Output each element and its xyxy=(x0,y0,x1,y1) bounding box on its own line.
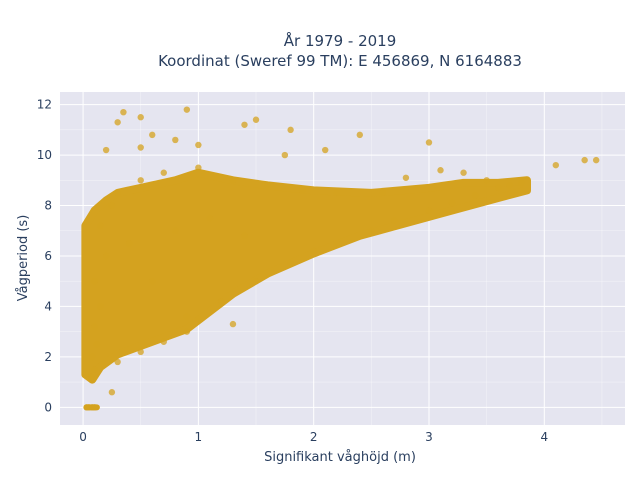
y-axis-title: Vågperiod (s) xyxy=(16,215,31,302)
chart-title-line-1: År 1979 - 2019 xyxy=(284,31,397,50)
data-point xyxy=(448,199,456,207)
data-point xyxy=(322,146,329,154)
y-tick-label: 6 xyxy=(44,249,52,263)
data-point xyxy=(160,338,167,345)
data-point xyxy=(206,214,214,222)
data-point xyxy=(108,202,116,209)
data-point xyxy=(149,278,156,285)
data-point xyxy=(108,389,116,396)
x-axis-title: Signifikant våghöjd (m) xyxy=(264,450,416,465)
data-point xyxy=(172,136,179,144)
data-point xyxy=(592,156,600,164)
data-point xyxy=(218,298,225,305)
data-point xyxy=(114,189,121,197)
data-point xyxy=(97,222,104,229)
data-point xyxy=(114,358,121,366)
data-point xyxy=(229,177,237,184)
data-point xyxy=(114,119,121,126)
data-point xyxy=(195,315,202,323)
data-point xyxy=(183,328,191,335)
data-point xyxy=(252,278,260,285)
data-point xyxy=(137,114,144,121)
data-point xyxy=(368,227,375,234)
data-point xyxy=(183,106,191,113)
data-point xyxy=(195,164,202,171)
data-point xyxy=(391,217,398,224)
data-point xyxy=(241,232,248,239)
data-point xyxy=(172,227,179,234)
y-tick-label: 12 xyxy=(37,98,52,112)
data-point xyxy=(518,179,525,187)
chart-title-line-2: Koordinat (Sweref 99 TM): E 456869, N 61… xyxy=(158,52,522,70)
data-point xyxy=(91,323,98,330)
x-tick-label: 0 xyxy=(79,430,87,444)
data-point xyxy=(483,177,490,184)
data-point xyxy=(310,247,317,255)
data-point xyxy=(160,169,167,176)
y-tick-label: 8 xyxy=(44,199,52,213)
data-point xyxy=(425,139,433,146)
y-tick-label: 2 xyxy=(44,350,52,364)
x-tick-label: 3 xyxy=(425,430,433,444)
data-point xyxy=(437,167,444,174)
data-point xyxy=(425,207,433,214)
data-point xyxy=(494,184,502,192)
data-point xyxy=(87,373,95,381)
data-point xyxy=(183,313,191,320)
data-point xyxy=(356,131,363,139)
data-point xyxy=(460,169,467,176)
data-point xyxy=(102,252,110,260)
data-point xyxy=(287,126,294,134)
data-point xyxy=(91,404,98,411)
data-point xyxy=(149,131,156,139)
x-tick-label: 4 xyxy=(540,430,548,444)
y-tick-labels: 0 2 4 6 8 10 12 xyxy=(37,98,52,415)
y-tick-label: 4 xyxy=(44,299,52,313)
data-point xyxy=(552,161,560,169)
y-tick-label: 0 xyxy=(44,400,52,414)
dense-region xyxy=(81,168,531,384)
data-point xyxy=(298,187,306,194)
data-point xyxy=(581,156,588,164)
data-point xyxy=(195,141,202,149)
data-point xyxy=(91,278,98,285)
scatter-points xyxy=(83,106,600,411)
data-point xyxy=(281,151,289,159)
data-point xyxy=(241,121,248,128)
data-point xyxy=(229,320,237,328)
data-point xyxy=(333,240,340,247)
data-point xyxy=(333,189,340,197)
y-tick-label: 10 xyxy=(37,148,52,162)
data-point xyxy=(506,182,513,189)
data-point xyxy=(471,192,479,199)
data-point xyxy=(137,144,144,151)
data-point xyxy=(264,182,271,189)
data-point xyxy=(120,108,127,116)
data-point xyxy=(402,174,410,181)
x-tick-label: 2 xyxy=(310,430,318,444)
data-point xyxy=(252,116,260,123)
x-tick-label: 1 xyxy=(195,430,203,444)
data-point xyxy=(89,353,96,361)
x-tick-labels: 0 1 2 3 4 xyxy=(79,430,548,444)
data-point xyxy=(93,341,101,348)
data-point xyxy=(91,366,98,373)
data-point xyxy=(379,189,387,197)
data-point xyxy=(137,177,144,184)
data-point xyxy=(287,260,294,267)
data-point xyxy=(125,240,133,247)
data-point xyxy=(137,348,144,356)
data-point xyxy=(102,146,110,154)
data-point xyxy=(97,303,104,310)
